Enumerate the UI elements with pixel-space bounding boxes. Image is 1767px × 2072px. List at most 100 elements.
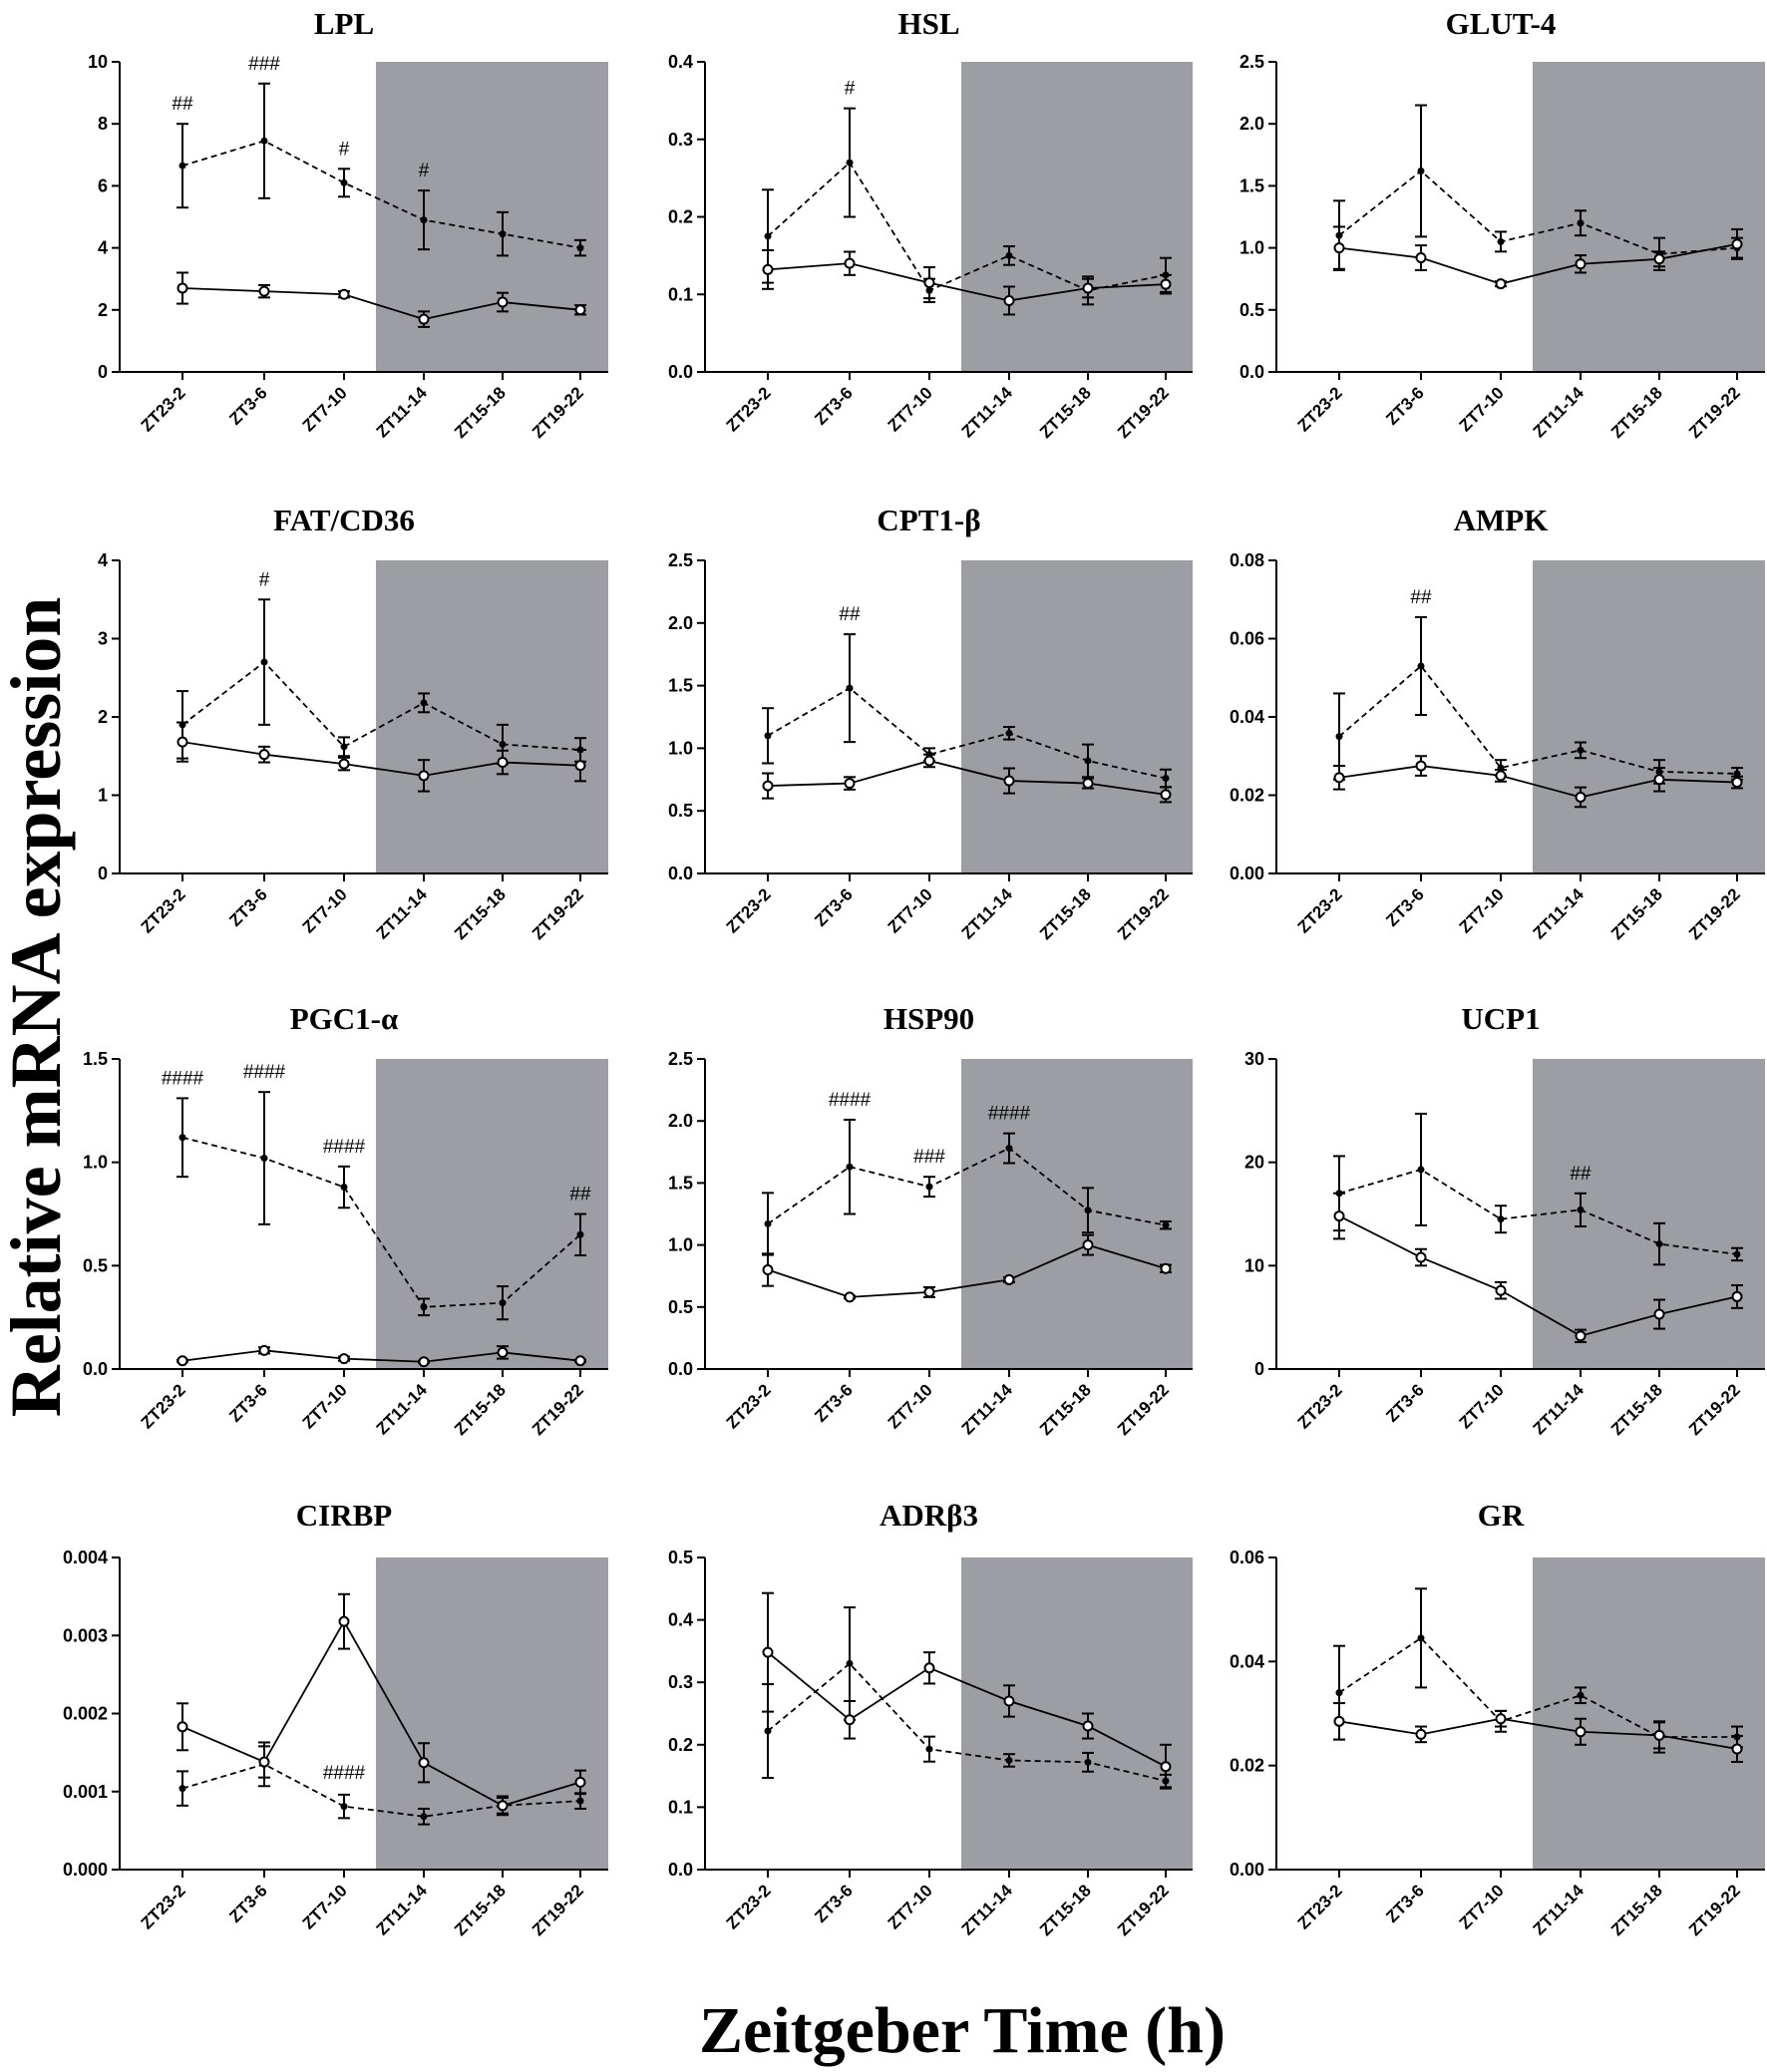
solid-series-point [1082, 778, 1094, 790]
significance-marker: ## [172, 94, 193, 115]
dashed-series-point [925, 1183, 933, 1191]
y-tick-label: 0.5 [83, 1255, 108, 1275]
solid-series-point [844, 1714, 856, 1726]
x-tick-label: ZT23-2 [1294, 383, 1346, 435]
panel-pgc1: PGC1-α 0.0 0.5 1.0 1.5 ZT23-2 ZT3-6 ZT7-10 ZT11-… [83, 1001, 608, 1439]
dashed-series-point [1577, 1206, 1585, 1213]
x-tick-label: ZT3-6 [1382, 1380, 1427, 1425]
panel-title: CIRBP [296, 1498, 393, 1533]
dashed-series-point [1084, 757, 1092, 765]
solid-series-point [1082, 1720, 1094, 1732]
panel-title: GR [1478, 1498, 1525, 1533]
x-tick-label: ZT7-10 [884, 1881, 936, 1932]
x-tick-label: ZT7-10 [884, 1380, 936, 1432]
panel-lpl: LPL 0 2 4 6 8 10 ZT23-2 ZT3-6 ZT7-10 ZT11-14 ZT15-1… [88, 6, 608, 442]
dashed-series-line [1338, 1168, 1738, 1255]
x-tick-label: ZT11-14 [958, 1380, 1017, 1439]
dashed-series-point [764, 732, 772, 740]
solid-series-line [1338, 765, 1738, 799]
y-tick-label: 2.5 [668, 550, 693, 570]
x-tick-label: ZT15-18 [1607, 1380, 1666, 1439]
y-tick-label: 4 [98, 550, 108, 570]
x-tick-label: ZT7-10 [299, 1881, 351, 1932]
x-tick-label: ZT19-22 [1685, 884, 1744, 943]
solid-series-point [177, 1355, 188, 1367]
dashed-series-point [846, 1659, 854, 1667]
solid-series-point [258, 749, 270, 761]
solid-series-point [762, 780, 774, 792]
solid-series-point [1333, 1210, 1345, 1222]
solid-series-point [1415, 1251, 1427, 1263]
solid-series-point [1731, 777, 1743, 789]
dashed-series-point [340, 1803, 348, 1811]
x-tick-label: ZT19-22 [529, 383, 587, 442]
significance-marker: # [259, 569, 270, 590]
x-tick-label: ZT11-14 [958, 383, 1017, 442]
solid-series-point [497, 1346, 509, 1358]
x-tick-label: ZT23-2 [723, 884, 775, 936]
dashed-series-point [420, 699, 428, 707]
dark-phase-shading [376, 62, 608, 372]
x-tick-label: ZT19-22 [1685, 1881, 1744, 1939]
dashed-series-point [420, 216, 428, 224]
y-tick-label: 0.3 [668, 130, 693, 150]
y-tick-label: 0.0 [668, 863, 693, 883]
solid-series-point [1003, 1273, 1015, 1285]
solid-series-line [181, 1349, 581, 1363]
solid-series-point [1575, 258, 1587, 270]
solid-series-point [418, 1356, 430, 1368]
significance-marker: ## [569, 1185, 591, 1206]
y-tick-label: 1.5 [83, 1049, 108, 1069]
x-tick-label: ZT15-18 [1036, 1380, 1095, 1439]
dark-phase-shading [961, 62, 1193, 372]
solid-series-point [1415, 252, 1427, 264]
x-tick-label: ZT23-2 [138, 1881, 189, 1932]
solid-series-point [762, 1263, 774, 1275]
dashed-series-point [1497, 1215, 1505, 1223]
x-tick-label: ZT3-6 [1382, 1881, 1427, 1925]
x-tick-label: ZT3-6 [811, 1881, 856, 1925]
significance-marker: #### [829, 1090, 872, 1111]
x-tick-label: ZT7-10 [299, 1380, 351, 1432]
panel-title: FAT/CD36 [273, 503, 415, 537]
solid-series-point [844, 257, 856, 269]
significance-marker: #### [323, 1137, 366, 1158]
x-tick-label: ZT3-6 [225, 884, 270, 929]
dashed-series-point [260, 1155, 268, 1163]
solid-series-point [1731, 1743, 1743, 1755]
solid-series-point [762, 263, 774, 275]
dashed-series-point [1005, 1756, 1013, 1764]
dashed-series-line [1338, 664, 1738, 775]
y-tick-label: 6 [98, 175, 108, 195]
x-tick-label: ZT19-22 [1685, 383, 1744, 442]
dashed-series-point [178, 162, 186, 170]
y-tick-label: 0.0 [668, 1860, 693, 1880]
solid-series-line [1338, 1214, 1738, 1337]
y-tick-label: 0.5 [668, 1297, 693, 1317]
dashed-series-point [1577, 1691, 1585, 1699]
solid-series-point [177, 282, 188, 294]
significance-marker: # [339, 139, 350, 160]
solid-series-point [574, 1355, 586, 1367]
dashed-series-line [1338, 170, 1738, 255]
solid-series-point [1003, 775, 1015, 787]
panel-title: UCP1 [1461, 1001, 1540, 1036]
y-tick-label: 0.2 [668, 207, 693, 227]
dashed-series-point [1335, 733, 1343, 741]
solid-series-point [1415, 760, 1427, 772]
y-tick-label: 4 [98, 238, 108, 258]
dark-phase-shading [1533, 62, 1765, 372]
solid-series-point [1495, 1713, 1507, 1725]
y-axis-label: Relative mRNA expression [0, 597, 76, 1418]
dashed-series-point [420, 1303, 428, 1311]
panel-title: GLUT-4 [1446, 6, 1557, 41]
x-tick-label: ZT19-22 [1685, 1380, 1744, 1439]
x-tick-label: ZT7-10 [1456, 383, 1508, 435]
x-tick-label: ZT3-6 [811, 1380, 856, 1425]
solid-series-point [1333, 1715, 1345, 1727]
solid-series-point [418, 770, 430, 782]
y-tick-label: 3 [98, 629, 108, 649]
dashed-series-point [499, 1299, 507, 1307]
